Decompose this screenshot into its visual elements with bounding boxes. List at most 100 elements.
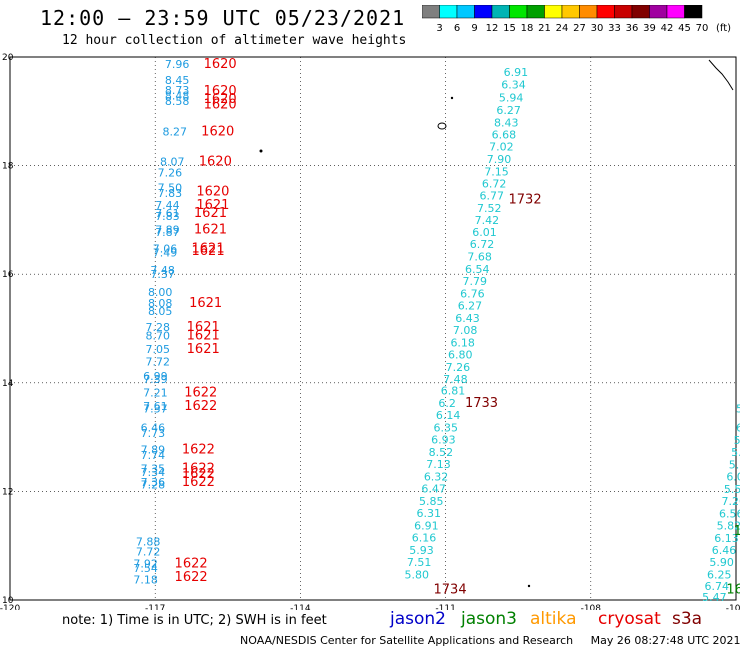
swh-value-label: 5.85 <box>419 495 444 508</box>
swh-value-label: 6.47 <box>421 482 446 495</box>
swh-value-label: 7.87 <box>155 226 180 239</box>
swh-value-label: 7.28 <box>141 479 166 492</box>
swh-value-label: 7.79 <box>463 275 488 288</box>
track-1620: 7.968.458.738.488.588.278.077.267.507.83… <box>133 57 236 587</box>
swh-value-label: 5.94 <box>499 92 523 105</box>
time-label: 1734 <box>434 582 467 597</box>
colorbar-label: 45 <box>678 23 691 34</box>
island-san-benedicto <box>450 96 454 100</box>
swh-value-label: 5.90 <box>709 556 734 569</box>
time-label: 1622 <box>182 442 215 457</box>
swh-value-label: 7.06 <box>153 242 178 255</box>
legend-jason3: jason3 <box>461 609 517 629</box>
swh-value-label: 6.2 <box>438 397 456 410</box>
swh-value-label: 6.46 <box>141 422 166 435</box>
swh-value-label: 7.74 <box>141 449 166 462</box>
time-label: 1621 <box>189 296 222 311</box>
swh-value-label: 8.58 <box>165 95 190 108</box>
track-1732: 6.916.345.946.278.436.687.027.907.156.72… <box>404 66 541 597</box>
lon-tick-label: -117 <box>145 604 165 610</box>
swh-value-label: 6.27 <box>496 104 521 117</box>
swh-value-label: 7.35 <box>141 462 166 475</box>
lat-tick-label: 14 <box>2 379 14 389</box>
swh-value-label: 7.96 <box>165 58 190 71</box>
lat-tick-label: 20 <box>2 53 14 63</box>
lon-tick-label: -114 <box>290 604 311 610</box>
time-label: 1622 <box>175 570 208 585</box>
swh-value-label: 6.16 <box>412 531 437 544</box>
swh-value-label: 7.39 <box>143 373 168 386</box>
swh-colorbar: 3 6 9 12 15 18 21 24 27 30 33 36 39 42 45 70 (ft) <box>422 5 731 34</box>
swh-value-label: 5.6 <box>731 446 740 459</box>
swh-value-label: 8.05 <box>148 305 173 318</box>
colorbar-label: 33 <box>608 23 621 34</box>
swh-value-label: 7.68 <box>467 251 492 264</box>
swh-value-label: 7.89 <box>141 443 166 456</box>
lat-tick-label: 12 <box>2 487 13 497</box>
lat-tick-label: 10 <box>2 596 14 606</box>
swh-value-label: 6.99 <box>143 370 168 383</box>
lon-tick-label: -111 <box>435 604 455 610</box>
swh-value-label: 7.72 <box>136 545 161 558</box>
swh-value-label: 6.91 <box>504 66 529 79</box>
colorbar-label: 12 <box>486 23 499 34</box>
swh-value-label: 6.31 <box>417 507 442 520</box>
time-label: 1 <box>734 524 740 539</box>
swh-value-label: 6.81 <box>441 385 466 398</box>
map-subtitle: 12 hour collection of altimeter wave hei… <box>62 33 407 48</box>
time-label: 163 <box>726 582 740 597</box>
swh-value-label: 7.83 <box>155 210 180 223</box>
colorbar-label: 70 <box>696 23 709 34</box>
time-label: 1620 <box>199 155 232 170</box>
swh-value-label: 7.02 <box>489 140 514 153</box>
swh-value-label: 7.42 <box>475 214 500 227</box>
swh-value-label: 6.77 <box>479 189 504 202</box>
colorbar-label: 9 <box>471 23 477 34</box>
colorbar-label: (ft) <box>716 23 731 34</box>
time-label: 1620 <box>196 184 229 199</box>
colorbar-label: 15 <box>503 23 516 34</box>
swh-value-label: 7.90 <box>487 153 512 166</box>
swh-value-label: 8.00 <box>148 286 173 299</box>
colorbar-label: 3 <box>436 23 442 34</box>
swh-value-label: 6.72 <box>470 238 495 251</box>
swh-value-label: 6.68 <box>492 128 516 141</box>
lat-tick-label: 16 <box>2 270 14 280</box>
swh-value-label: 7.50 <box>158 182 183 195</box>
lon-tick-label: -108 <box>581 604 602 610</box>
swh-value-label: 5 <box>736 403 740 416</box>
swh-value-label: 7.52 <box>477 202 502 215</box>
colorbar-label: 21 <box>538 23 551 34</box>
swh-value-label: 6.18 <box>450 336 475 349</box>
swh-value-label: 6.01 <box>472 226 497 239</box>
swh-value-label: 7.89 <box>155 223 180 236</box>
swh-value-label: 6.14 <box>436 409 461 422</box>
time-label: 1620 <box>201 125 234 140</box>
swh-value-label: 6.93 <box>431 434 456 447</box>
swh-value-label: 6.35 <box>434 422 459 435</box>
time-label: 1622 <box>182 461 215 476</box>
swh-value-label: 7.48 <box>150 264 175 277</box>
swh-value-label: 8.27 <box>162 126 187 139</box>
swh-value-label: 7.49 <box>153 246 178 259</box>
time-label: 1622 <box>182 475 215 490</box>
swh-value-label: 7.21 <box>143 386 168 399</box>
time-label: 1621 <box>187 320 220 335</box>
time-label: 1622 <box>184 385 217 400</box>
time-label: 1621 <box>196 198 229 213</box>
swh-value-label: 7.26 <box>721 495 740 508</box>
swh-value-label: 7.37 <box>150 268 175 281</box>
swh-value-label: 8.73 <box>165 84 190 97</box>
swh-value-label: 6.34 <box>501 78 526 91</box>
swh-value-label: 7.83 <box>158 187 183 200</box>
swh-value-label: 7.26 <box>446 361 471 374</box>
colorbar-label: 30 <box>591 23 604 34</box>
time-label: 1621 <box>192 241 225 256</box>
swh-value-label: 5.57 <box>724 483 740 496</box>
lon-tick-label: -120 <box>0 604 20 610</box>
colorbar-label: 36 <box>626 23 639 34</box>
time-label: 1620 <box>204 57 237 72</box>
altimeter-map: -120-117-114-111-108-1051012141618207.96… <box>0 53 740 610</box>
time-label: 1621 <box>187 342 220 357</box>
swh-value-label: 6.43 <box>455 312 480 325</box>
